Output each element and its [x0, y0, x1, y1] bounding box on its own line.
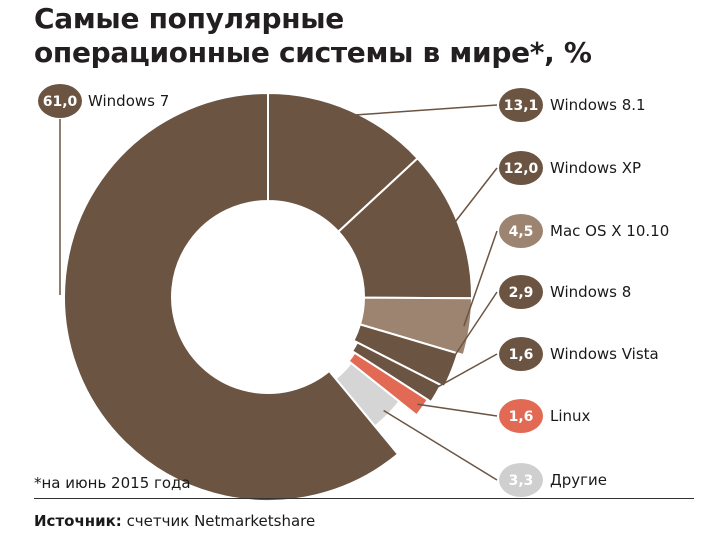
badge-другие	[499, 463, 543, 497]
value-label-windows-8-1: 13,1	[504, 98, 539, 114]
badge-windows-xp	[499, 151, 543, 185]
leader-windows-xp	[451, 167, 498, 226]
source-line: Источник: счетчик Netmarketshare	[34, 512, 315, 530]
slice-windows-8-1	[267, 91, 419, 234]
title-line-2: операционные системы в мире*, %	[34, 36, 592, 69]
value-label-windows-vista: 1,6	[509, 347, 534, 363]
value-label-windows-xp: 12,0	[504, 161, 539, 177]
name-label-windows-8-1: Windows 8.1	[550, 96, 646, 114]
name-label-windows-8: Windows 8	[550, 283, 631, 301]
name-label-windows-7: Windows 7	[88, 92, 169, 110]
leader-windows-8	[445, 291, 498, 369]
leader-windows-vista	[430, 353, 498, 392]
slice-windows-8	[352, 323, 460, 389]
value-label-linux: 1,6	[509, 409, 534, 425]
value-label-другие: 3,3	[509, 473, 534, 489]
badge-windows-vista	[499, 337, 543, 371]
source-text: счетчик Netmarketshare	[121, 512, 316, 530]
badge-windows-8-1	[499, 88, 543, 122]
badge-windows-8	[499, 275, 543, 309]
leader-linux	[417, 403, 498, 417]
leader-mac-os-x-10-10	[463, 230, 498, 327]
name-label-другие: Другие	[550, 471, 607, 489]
name-label-mac-os-x-10-10: Mac OS X 10.10	[550, 222, 669, 240]
badge-linux	[499, 399, 543, 433]
title-line-1: Самые популярные	[34, 2, 344, 35]
value-label-windows-7: 61,0	[43, 94, 78, 110]
badge-mac-os-x-10-10	[499, 214, 543, 248]
divider	[34, 498, 694, 499]
slices	[63, 91, 474, 502]
leader-другие	[383, 409, 498, 481]
name-label-linux: Linux	[550, 407, 591, 425]
chart-title: Самые популярные операционные системы в …	[34, 2, 592, 70]
name-label-windows-vista: Windows Vista	[550, 345, 659, 363]
footnote: *на июнь 2015 года	[34, 474, 191, 492]
leader-lines	[59, 104, 498, 481]
badge-windows-7	[38, 84, 82, 118]
source-label: Источник:	[34, 512, 122, 530]
slice-windows-vista	[350, 341, 443, 404]
slice-labels: 61,0 Windows 7 13,1 Windows 8.1 12,0 Windows …	[38, 84, 669, 497]
slice-windows-7	[63, 91, 400, 502]
leader-windows-8-1	[347, 104, 498, 117]
name-label-windows-xp: Windows XP	[550, 159, 641, 177]
value-label-windows-8: 2,9	[509, 285, 534, 301]
value-label-mac-os-x-10-10: 4,5	[509, 224, 534, 240]
